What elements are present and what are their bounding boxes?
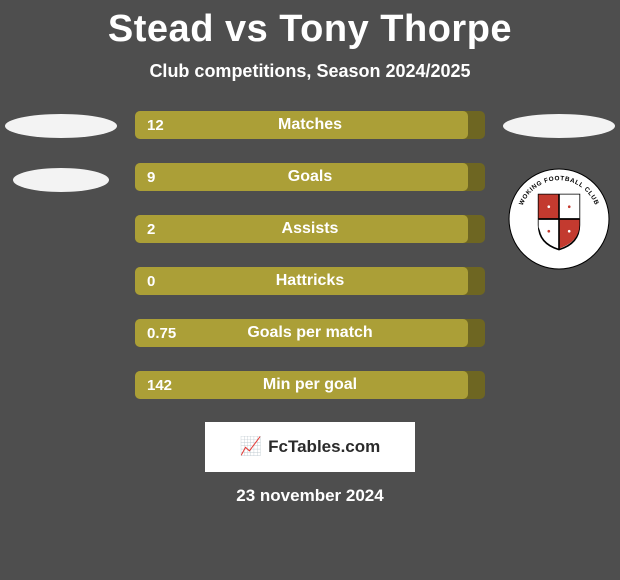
right-column: WOKING FOOTBALL CLUB: [502, 110, 616, 270]
branding-box: 📈 FcTables.com: [205, 422, 415, 472]
ellipse-placeholder: [13, 168, 109, 192]
ellipse-placeholder: [5, 114, 117, 138]
chart-icon: 📈: [240, 437, 262, 455]
club-crest: WOKING FOOTBALL CLUB: [508, 168, 610, 270]
stat-bar: 12Matches: [134, 110, 486, 140]
page-subtitle: Club competitions, Season 2024/2025: [149, 61, 470, 82]
bar-label: Goals: [135, 163, 485, 191]
stat-bars: 12Matches 9Goals 2Assists 0Hattricks 0.75Goa…: [134, 110, 486, 400]
stat-bar: 2Assists: [134, 214, 486, 244]
content-row: 12Matches 9Goals 2Assists 0Hattricks 0.75Goa…: [0, 110, 620, 400]
ellipse-placeholder: [503, 114, 615, 138]
page-title: Stead vs Tony Thorpe: [108, 8, 512, 51]
stat-bar: 0Hattricks: [134, 266, 486, 296]
stat-bar: 0.75Goals per match: [134, 318, 486, 348]
branding-text: FcTables.com: [268, 437, 380, 457]
bar-label: Goals per match: [135, 319, 485, 347]
bar-label: Assists: [135, 215, 485, 243]
stat-bar: 9Goals: [134, 162, 486, 192]
stat-bar: 142Min per goal: [134, 370, 486, 400]
bar-label: Min per goal: [135, 371, 485, 399]
left-column: [4, 110, 118, 192]
bar-label: Matches: [135, 111, 485, 139]
footer-date: 23 november 2024: [236, 486, 383, 506]
bar-label: Hattricks: [135, 267, 485, 295]
